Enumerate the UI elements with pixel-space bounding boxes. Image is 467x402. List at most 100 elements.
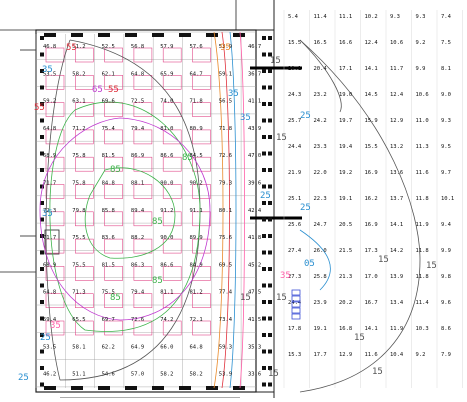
calc-point-value: 65.5 — [72, 317, 85, 323]
fixture-outline — [45, 184, 65, 199]
calc-point-value: 11.9 — [416, 222, 429, 228]
contour-label: 25 — [300, 111, 311, 121]
luminaire-marker — [268, 135, 272, 139]
luminaire-marker — [40, 217, 44, 222]
calc-point-value: 64.8 — [131, 71, 144, 77]
calc-point-value: 23.2 — [314, 92, 327, 98]
calc-point-value: 9.8 — [441, 274, 451, 280]
calc-point-value: 84.9 — [190, 262, 203, 268]
luminaire-marker — [262, 201, 266, 205]
fixture-outline — [75, 293, 94, 309]
contour-label: 55 — [66, 43, 77, 53]
fixture-outline — [192, 266, 211, 281]
calc-point-value: 52.5 — [102, 44, 115, 50]
luminaire-marker — [262, 151, 266, 156]
calc-point-value: 7.9 — [441, 352, 451, 358]
fixture-outline — [104, 102, 123, 117]
calc-point-value: 27.3 — [288, 274, 301, 280]
calc-point-value: 19.7 — [339, 118, 352, 124]
contour-label: 15 — [270, 56, 281, 66]
luminaire-marker — [268, 267, 272, 271]
calc-point-value: 72.1 — [190, 317, 203, 323]
calc-point-value: 9.4 — [441, 222, 452, 228]
fixture-outline — [75, 184, 94, 199]
calc-point-value: 7.5 — [441, 40, 451, 46]
fixture-outline — [45, 102, 65, 117]
fixture-outline — [162, 211, 182, 227]
calc-point-value: 14.2 — [390, 248, 403, 254]
fixture-outline — [162, 102, 182, 117]
luminaire-marker — [40, 85, 44, 90]
luminaire-marker — [40, 118, 44, 123]
luminaire-marker — [262, 300, 266, 304]
calc-point-value: 72.5 — [131, 99, 144, 105]
calc-point-value: 36.7 — [248, 71, 261, 77]
calc-point-value: 86.6 — [160, 153, 173, 159]
luminaire-marker — [206, 386, 218, 390]
contour-label: 15 — [372, 367, 383, 377]
calc-point-value: 88.2 — [131, 235, 144, 241]
luminaire-marker — [40, 184, 44, 189]
calc-point-value: 14.5 — [365, 92, 378, 98]
calc-point-value: 11.0 — [416, 118, 429, 124]
fixture-outline — [75, 47, 94, 63]
calc-point-value: 71.8 — [219, 126, 232, 132]
calc-point-value: 11.8 — [416, 274, 429, 280]
fixture-outline — [45, 129, 65, 145]
luminaire-marker — [125, 33, 137, 37]
luminaire-marker — [44, 33, 56, 37]
luminaire-marker — [262, 349, 266, 354]
calc-point-value: 16.5 — [314, 40, 327, 46]
contour-label: 15 — [276, 293, 287, 303]
fixture-outline — [133, 75, 153, 90]
calc-point-value: 24.4 — [288, 300, 302, 306]
calc-point-value: 75.4 — [102, 126, 116, 132]
fixture-outline — [162, 320, 182, 336]
calc-point-value: 57.0 — [131, 372, 144, 378]
calc-point-value: 9.7 — [441, 170, 451, 176]
calc-point-value: 63.1 — [72, 99, 85, 105]
calc-point-value: 16.6 — [339, 40, 352, 46]
calc-point-value: 11.7 — [390, 66, 403, 72]
luminaire-marker — [179, 33, 191, 37]
fixture-outline — [104, 129, 123, 145]
calc-point-value: 24.2 — [314, 118, 327, 124]
calc-point-value: 19.2 — [339, 170, 352, 176]
calc-point-value: 53.5 — [43, 344, 56, 350]
isolux-contour — [299, 39, 421, 393]
luminaire-marker — [40, 201, 44, 205]
calc-point-value: 43.9 — [248, 126, 261, 132]
calc-point-value: 22.0 — [314, 170, 327, 176]
calc-point-value: 71.7 — [43, 181, 56, 187]
calc-point-value: 11.8 — [416, 248, 429, 254]
calc-point-value: 19.1 — [314, 326, 327, 332]
calc-point-value: 13.7 — [390, 196, 403, 202]
isolux-contour — [221, 31, 230, 389]
calc-point-value: 53.9 — [219, 372, 232, 378]
luminaire-marker — [262, 250, 266, 255]
contour-label: 35 — [42, 209, 53, 219]
fixture-outline — [192, 184, 211, 199]
calc-point-value: 77.4 — [219, 290, 233, 296]
calc-point-value: 81.2 — [190, 290, 203, 296]
contour-label: 85 — [110, 165, 121, 175]
calc-point-value: 58.2 — [190, 372, 203, 378]
fixture-outline — [162, 266, 182, 281]
contour-label: 85 — [152, 217, 163, 227]
luminaire-marker — [262, 217, 266, 222]
calc-point-value: 69.7 — [102, 317, 115, 323]
calc-point-value: 9.9 — [416, 66, 426, 72]
contour-label: 35 — [280, 271, 291, 281]
contour-label: 55 — [108, 85, 119, 95]
contour-label: 85 — [182, 153, 193, 163]
calc-point-value: 5.4 — [288, 14, 299, 20]
calc-point-value: 51.1 — [72, 372, 85, 378]
calc-point-value: 58.2 — [160, 372, 173, 378]
calc-point-value: 10.6 — [416, 92, 429, 98]
luminaire-marker — [179, 386, 191, 390]
isolux-contour — [299, 229, 331, 291]
luminaire-marker — [268, 184, 272, 189]
calc-point-value: 20.5 — [339, 222, 352, 228]
